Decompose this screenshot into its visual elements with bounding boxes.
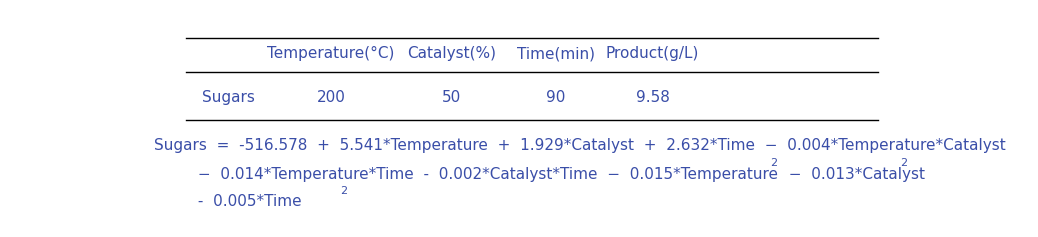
Text: 90: 90 — [546, 90, 566, 105]
Text: 2: 2 — [900, 159, 907, 169]
Text: Sugars  =  -516.578  +  5.541*Temperature  +  1.929*Catalyst  +  2.632*Time  −  : Sugars = -516.578 + 5.541*Temperature + … — [154, 138, 1006, 153]
Text: Catalyst(%): Catalyst(%) — [407, 46, 496, 61]
Text: −  0.014*Temperature*Time  -  0.002*Catalyst*Time  −  0.015*Temperature: − 0.014*Temperature*Time - 0.002*Catalys… — [154, 167, 777, 182]
Text: -  0.005*Time: - 0.005*Time — [154, 194, 301, 209]
Text: Product(g/L): Product(g/L) — [606, 46, 700, 61]
Text: 50: 50 — [442, 90, 461, 105]
Text: Time(min): Time(min) — [517, 46, 595, 61]
Text: 200: 200 — [317, 90, 346, 105]
Text: 2: 2 — [339, 186, 347, 196]
Text: −  0.013*Catalyst: − 0.013*Catalyst — [778, 167, 925, 182]
Text: Sugars: Sugars — [202, 90, 255, 105]
Text: 9.58: 9.58 — [635, 90, 670, 105]
Text: Temperature(°C): Temperature(°C) — [267, 46, 394, 61]
Text: 2: 2 — [770, 159, 777, 169]
